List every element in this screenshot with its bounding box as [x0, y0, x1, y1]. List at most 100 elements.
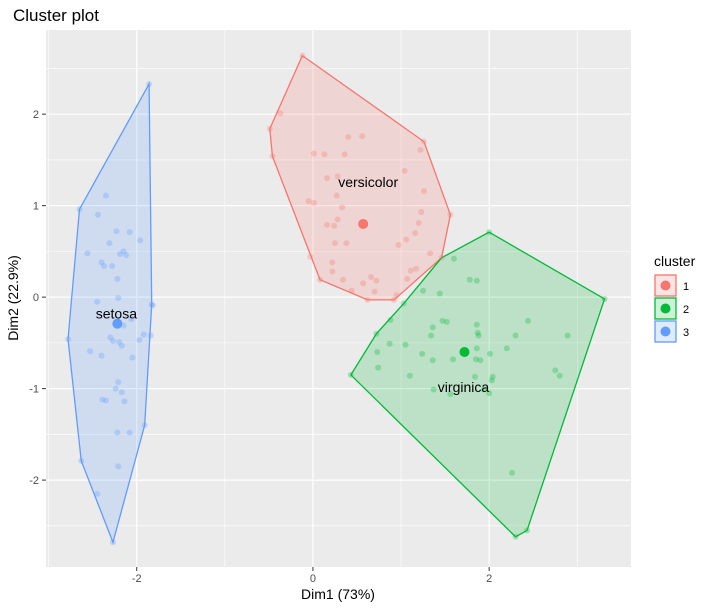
point-cluster-2 [443, 318, 450, 325]
legend-title: cluster [654, 253, 696, 269]
point-cluster-2 [428, 332, 435, 339]
centroid-cluster-3 [112, 318, 123, 329]
point-cluster-1 [420, 138, 427, 145]
point-cluster-2 [486, 229, 493, 236]
point-cluster-3 [115, 379, 122, 386]
point-cluster-3 [120, 248, 127, 255]
point-cluster-3 [102, 192, 109, 199]
point-cluster-2 [386, 340, 393, 347]
point-cluster-2 [509, 469, 516, 476]
point-cluster-1 [329, 259, 336, 266]
point-cluster-2 [480, 386, 487, 393]
point-cluster-2 [447, 391, 454, 398]
point-cluster-1 [403, 236, 410, 243]
point-cluster-1 [413, 265, 420, 272]
legend-dot-3 [660, 326, 671, 337]
point-cluster-2 [473, 345, 480, 352]
point-cluster-2 [400, 300, 407, 307]
point-cluster-1 [404, 275, 411, 282]
point-cluster-3 [118, 389, 125, 396]
point-cluster-1 [412, 230, 419, 237]
point-cluster-1 [324, 221, 331, 228]
point-cluster-3 [126, 229, 133, 236]
x-axis-label: Dim1 (73%) [301, 586, 375, 602]
point-cluster-2 [375, 364, 382, 371]
point-cluster-2 [564, 332, 571, 339]
cluster-label-versicolor: versicolor [338, 174, 398, 190]
point-cluster-2 [474, 329, 481, 336]
point-cluster-3 [141, 422, 148, 429]
point-cluster-1 [343, 240, 350, 247]
point-cluster-1 [401, 167, 408, 174]
point-cluster-1 [348, 287, 355, 294]
legend-label-1: 1 [683, 281, 689, 293]
point-cluster-1 [321, 151, 328, 158]
point-cluster-2 [429, 357, 436, 364]
point-cluster-1 [359, 133, 366, 140]
point-cluster-1 [299, 52, 306, 59]
point-cluster-3 [117, 251, 124, 258]
point-cluster-3 [126, 429, 133, 436]
hull-cluster-3 [67, 81, 153, 545]
point-cluster-3 [98, 259, 105, 266]
plot-panel [46, 30, 631, 567]
point-cluster-2 [436, 290, 443, 297]
point-cluster-2 [524, 317, 531, 324]
point-cluster-1 [305, 198, 312, 205]
point-cluster-2 [475, 332, 482, 339]
point-cluster-1 [339, 204, 346, 211]
point-cluster-1 [415, 220, 422, 227]
point-cluster-2 [347, 371, 354, 378]
data-points [65, 52, 608, 546]
point-cluster-3 [146, 80, 153, 87]
point-cluster-2 [450, 255, 457, 262]
point-cluster-1 [269, 153, 276, 160]
point-cluster-3 [84, 250, 91, 257]
point-cluster-2 [512, 332, 519, 339]
point-cluster-3 [98, 352, 105, 359]
axes: -2 0 2 -2 -1 0 1 2 [29, 109, 492, 585]
cluster-label-setosa: setosa [96, 306, 137, 322]
x-tick-label: 2 [486, 573, 492, 585]
point-cluster-3 [115, 463, 122, 470]
point-cluster-1 [364, 296, 371, 303]
point-cluster-2 [486, 390, 493, 397]
point-cluster-1 [427, 250, 434, 257]
point-cluster-2 [373, 330, 380, 337]
point-cluster-3 [149, 302, 156, 309]
point-cluster-2 [472, 356, 479, 363]
point-cluster-1 [341, 151, 348, 158]
point-cluster-1 [324, 175, 331, 182]
point-cluster-3 [94, 211, 101, 218]
point-cluster-2 [477, 357, 484, 364]
point-cluster-1 [393, 292, 400, 299]
point-cluster-1 [447, 211, 454, 218]
point-cluster-1 [345, 134, 352, 141]
point-cluster-1 [339, 276, 346, 283]
point-cluster-3 [65, 336, 72, 343]
point-cluster-3 [140, 331, 147, 338]
legend-label-2: 2 [683, 304, 689, 316]
point-cluster-3 [114, 275, 121, 282]
point-cluster-2 [488, 377, 495, 384]
point-cluster-3 [137, 237, 144, 244]
point-cluster-3 [116, 338, 123, 345]
point-cluster-3 [109, 263, 116, 270]
point-cluster-1 [395, 241, 402, 248]
point-cluster-3 [136, 337, 143, 344]
point-cluster-1 [418, 209, 425, 216]
point-cluster-2 [387, 316, 394, 323]
point-cluster-2 [374, 349, 381, 356]
point-cluster-3 [113, 228, 120, 235]
point-cluster-3 [148, 301, 155, 308]
point-cluster-2 [450, 356, 457, 363]
legend-dot-1 [660, 280, 671, 291]
point-cluster-3 [76, 206, 83, 213]
point-cluster-2 [406, 372, 413, 379]
y-tick-label: -1 [29, 384, 39, 396]
point-cluster-1 [334, 173, 341, 180]
point-cluster-1 [333, 192, 340, 199]
y-tick-label: -2 [29, 475, 39, 487]
